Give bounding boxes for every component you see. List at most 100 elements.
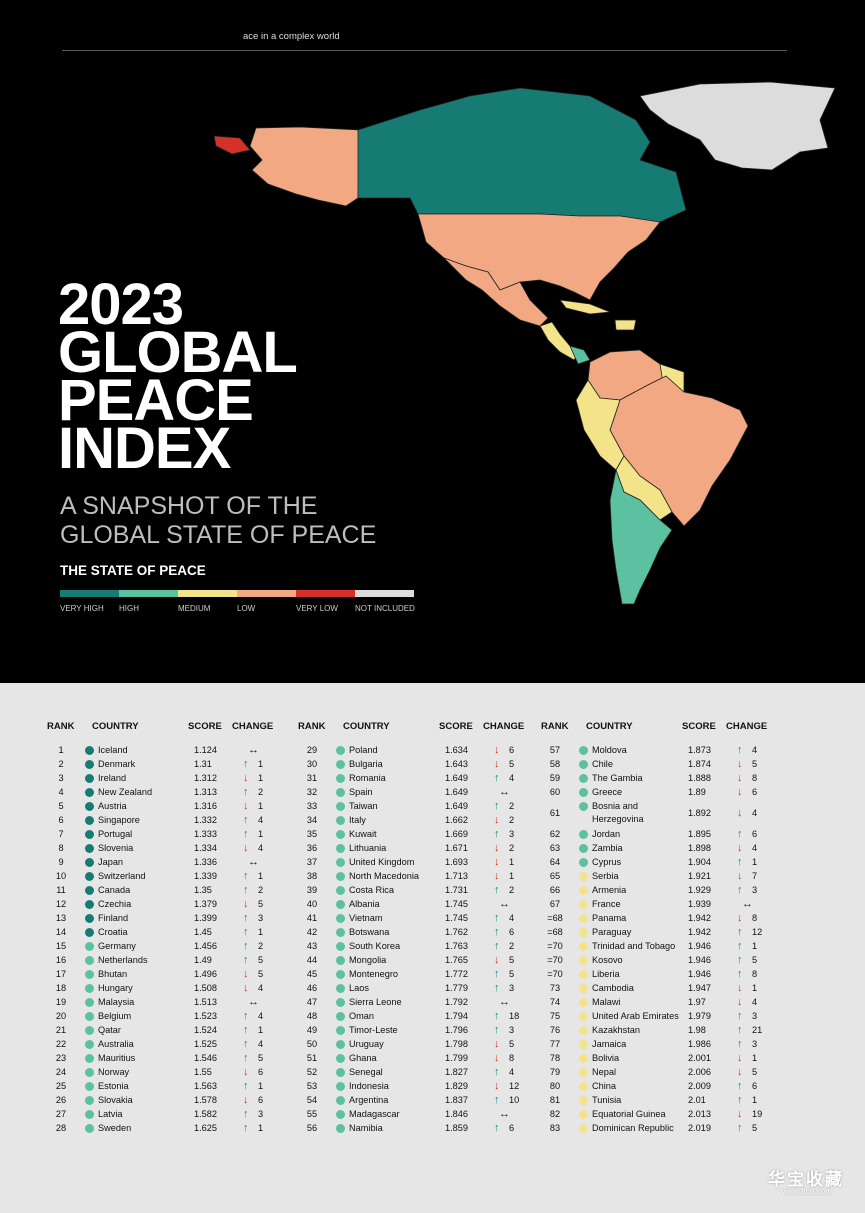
table-row: 14 Croatia 1.45 ↑ 1	[44, 925, 284, 939]
table-row: 25 Estonia 1.563 ↑ 1	[44, 1079, 284, 1093]
rank-cell: 31	[306, 773, 318, 783]
table-row: 12 Czechia 1.379 ↓ 5	[44, 897, 284, 911]
rank-cell: 52	[306, 1067, 318, 1077]
score-cell: 1.496	[194, 969, 217, 979]
country-cell: Ghana	[349, 1053, 377, 1063]
table-row: =68 Panama 1.942 ↓ 8	[538, 911, 778, 925]
change-cell: 2	[258, 885, 264, 895]
change-cell: 4	[509, 773, 515, 783]
score-cell: 1.582	[194, 1109, 217, 1119]
score-cell: 1.929	[688, 885, 711, 895]
rank-cell: 24	[55, 1067, 67, 1077]
peace-level-dot	[85, 1095, 94, 1105]
change-cell: 12	[752, 927, 763, 937]
score-cell: 2.01	[688, 1095, 706, 1105]
subtitle-line-1: A SNAPSHOT OF THE	[60, 492, 318, 520]
country-cell: Malawi	[592, 997, 621, 1007]
table-row: 16 Netherlands 1.49 ↑ 5	[44, 953, 284, 967]
change-cell: 5	[752, 1067, 758, 1077]
peace-level-dot	[85, 829, 94, 839]
arrow-down-icon: ↓	[737, 982, 743, 994]
table-row: 15 Germany 1.456 ↑ 2	[44, 939, 284, 953]
score-cell: 1.643	[445, 759, 468, 769]
arrow-down-icon: ↓	[737, 786, 743, 798]
no-change-icon: ↔	[499, 996, 510, 1008]
table-row: 78 Bolivia 2.001 ↓ 1	[538, 1051, 778, 1065]
arrow-down-icon: ↓	[243, 968, 249, 980]
country-cell: Timor-Leste	[349, 1025, 398, 1035]
tagline: ace in a complex world	[243, 31, 340, 42]
peace-level-dot	[336, 829, 345, 839]
peace-level-dot	[579, 1025, 588, 1035]
arrow-up-icon: ↑	[737, 926, 743, 938]
rank-cell: 35	[306, 829, 318, 839]
rank-cell: 46	[306, 983, 318, 993]
rank-cell: 83	[549, 1123, 561, 1133]
country-cell: Canada	[98, 885, 131, 895]
arrow-up-icon: ↑	[737, 1024, 743, 1036]
arrow-down-icon: ↓	[737, 912, 743, 924]
arrow-up-icon: ↑	[737, 828, 743, 840]
arrow-up-icon: ↑	[737, 1080, 743, 1092]
score-cell: 1.649	[445, 801, 468, 811]
peace-level-dot	[85, 955, 94, 965]
country-cell: The Gambia	[592, 773, 643, 783]
score-cell: 1.523	[194, 1011, 217, 1021]
score-cell: 1.765	[445, 955, 468, 965]
peace-level-dot	[85, 983, 94, 993]
arrow-down-icon: ↓	[494, 870, 500, 882]
rank-cell: 81	[549, 1095, 561, 1105]
americas-map	[213, 81, 836, 605]
arrow-up-icon: ↑	[737, 856, 743, 868]
score-cell: 1.846	[445, 1109, 468, 1119]
country-cell: Estonia	[98, 1081, 129, 1091]
score-cell: 1.124	[194, 745, 217, 755]
change-cell: 10	[509, 1095, 520, 1105]
rank-cell: 61	[549, 808, 561, 818]
arrow-down-icon: ↓	[494, 1038, 500, 1050]
country-cell: Cyprus	[592, 857, 622, 867]
table-row: 60 Greece 1.89 ↓ 6	[538, 785, 778, 799]
change-cell: 6	[509, 927, 515, 937]
rank-cell: =68	[547, 913, 563, 923]
rank-cell: 63	[549, 843, 561, 853]
table-row: 27 Latvia 1.582 ↑ 3	[44, 1107, 284, 1121]
change-cell: 1	[509, 871, 515, 881]
score-cell: 1.792	[445, 997, 468, 1007]
no-change-icon: ↔	[248, 996, 259, 1008]
rank-cell: 56	[306, 1123, 318, 1133]
arrow-up-icon: ↑	[494, 800, 500, 812]
table-row: 28 Sweden 1.625 ↑ 1	[44, 1121, 284, 1135]
change-cell: 2	[258, 941, 264, 951]
subtitle-line-2: GLOBAL STATE OF PEACE	[60, 521, 377, 549]
table-row: 32 Spain 1.649 ↔	[295, 785, 535, 799]
rank-cell: 55	[306, 1109, 318, 1119]
map-argentina	[609, 468, 673, 605]
change-cell: 5	[258, 1053, 264, 1063]
country-cell: Chile	[592, 759, 613, 769]
score-cell: 1.895	[688, 829, 711, 839]
change-cell: 2	[509, 941, 515, 951]
score-cell: 1.89	[688, 787, 706, 797]
header-change: CHANGE	[232, 721, 274, 732]
peace-level-dot	[85, 773, 94, 783]
country-cell: Latvia	[98, 1109, 123, 1119]
change-cell: 3	[509, 829, 515, 839]
change-cell: 5	[258, 955, 264, 965]
table-row: 55 Madagascar 1.846 ↔	[295, 1107, 535, 1121]
score-cell: 1.35	[194, 885, 212, 895]
table-row: 73 Cambodia 1.947 ↓ 1	[538, 981, 778, 995]
legend: VERY HIGH HIGH MEDIUM LOW VERY LOW NOT INCLUD…	[60, 590, 415, 620]
rank-cell: 29	[306, 745, 318, 755]
score-cell: 1.892	[688, 808, 711, 818]
change-cell: 1	[258, 1081, 264, 1091]
table-row: 65 Serbia 1.921 ↓ 7	[538, 869, 778, 883]
table-row: 1 Iceland 1.124 ↔	[44, 743, 284, 757]
arrow-up-icon: ↑	[243, 1122, 249, 1134]
peace-level-dot	[85, 885, 94, 895]
country-cell: Liberia	[592, 969, 620, 979]
arrow-down-icon: ↓	[737, 1066, 743, 1078]
header-country: COUNTRY	[92, 721, 139, 732]
rank-cell: 73	[549, 983, 561, 993]
peace-level-dot	[579, 871, 588, 881]
